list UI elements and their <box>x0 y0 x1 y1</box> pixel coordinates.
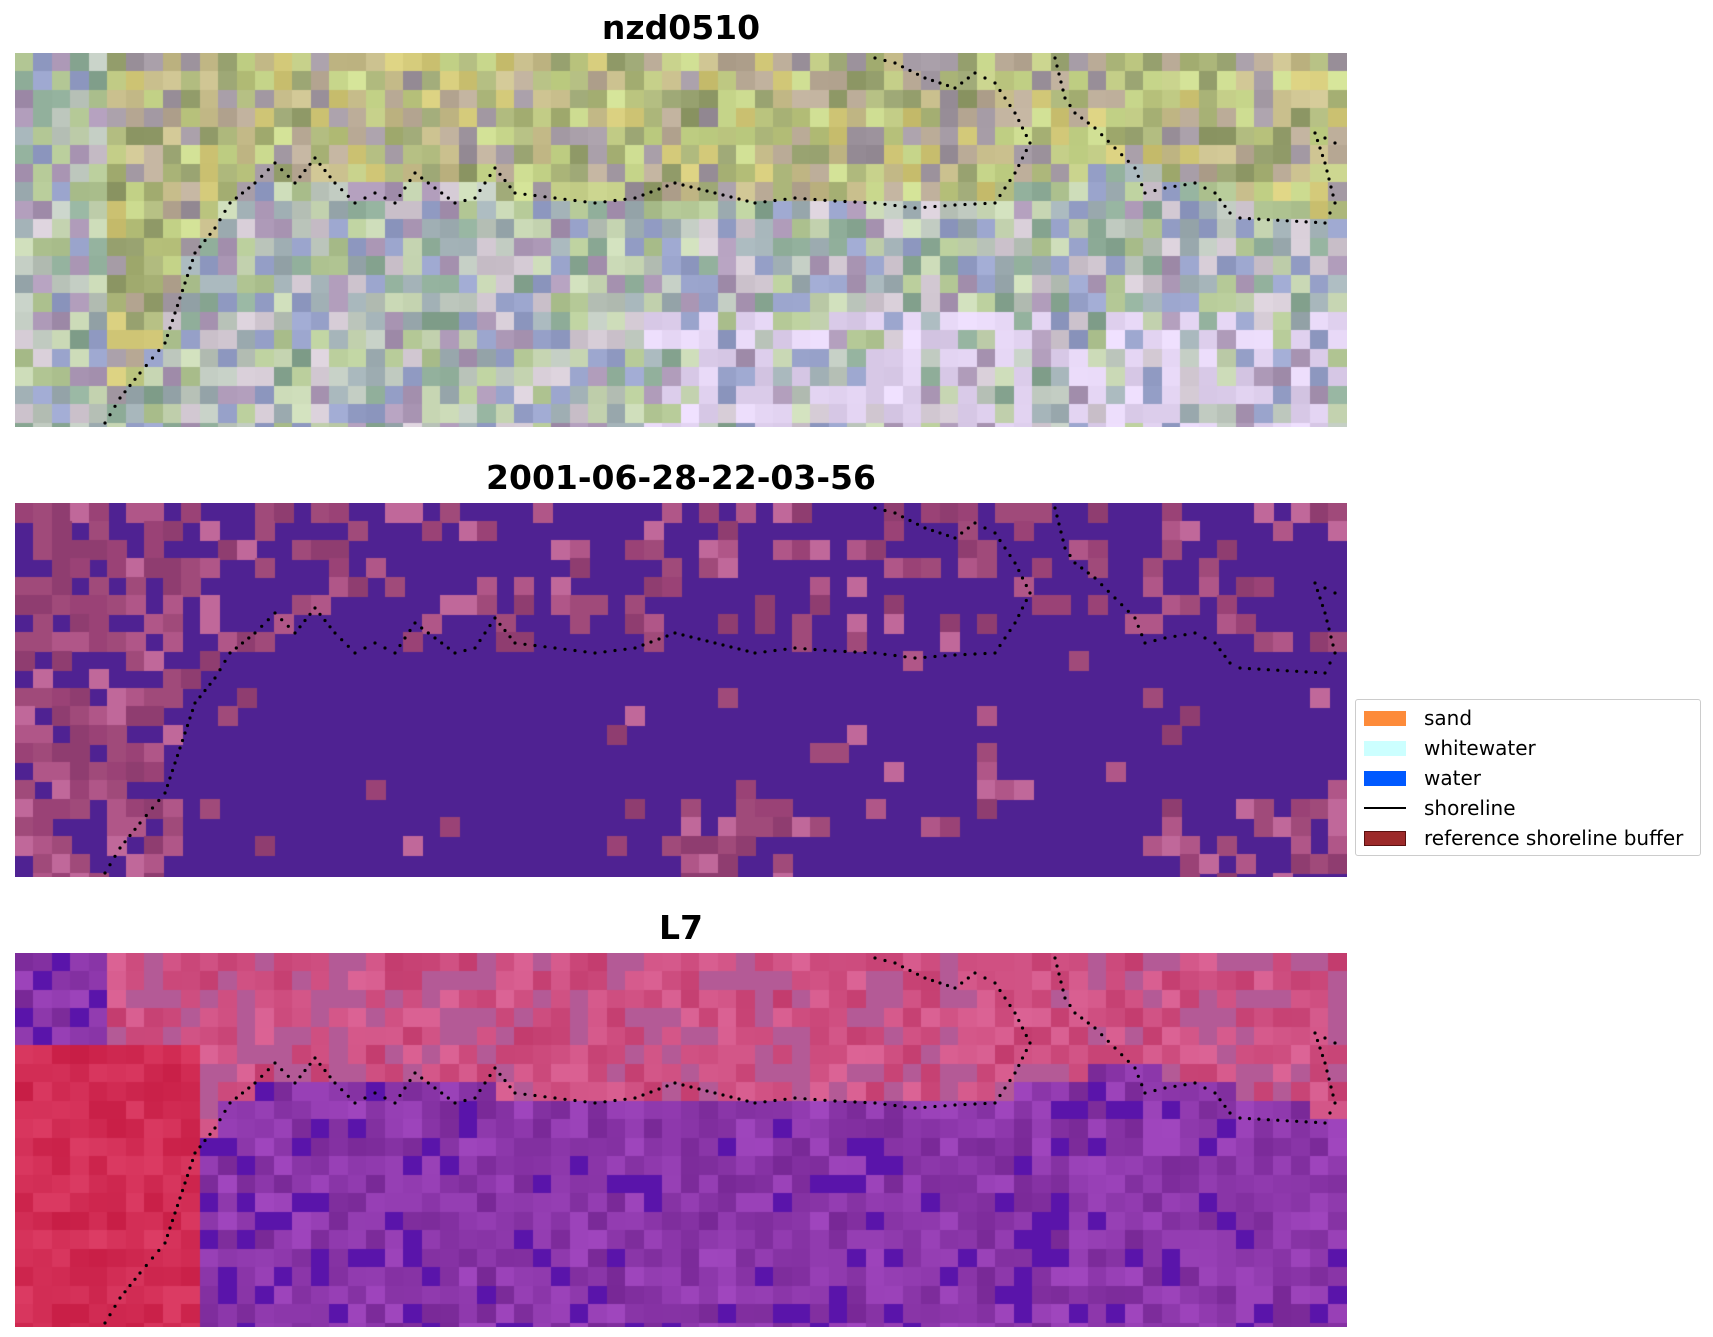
legend-item-whitewater: whitewater <box>1364 736 1536 760</box>
legend-item-water: water <box>1364 766 1481 790</box>
legend-swatch-reference-buffer <box>1364 830 1406 846</box>
satellite-image-rgb <box>15 53 1347 427</box>
legend-swatch-whitewater <box>1364 740 1406 756</box>
satellite-image-false-color <box>15 953 1347 1327</box>
legend-item-sand: sand <box>1364 706 1472 730</box>
legend-swatch-water <box>1364 770 1406 786</box>
panel-title-2: 2001-06-28-22-03-56 <box>486 458 876 497</box>
legend-label-shoreline: shoreline <box>1424 796 1516 820</box>
legend-label-water: water <box>1424 766 1481 790</box>
legend-label-reference-buffer: reference shoreline buffer <box>1424 826 1684 850</box>
panel-title-1: nzd0510 <box>601 8 761 47</box>
legend-item-reference-buffer: reference shoreline buffer <box>1364 826 1683 850</box>
legend: sand whitewater water shoreline referenc… <box>1355 699 1701 856</box>
legend-swatch-sand <box>1364 710 1406 726</box>
legend-label-sand: sand <box>1424 706 1473 730</box>
classified-image <box>15 503 1347 877</box>
legend-line-shoreline <box>1364 807 1406 809</box>
legend-label-whitewater: whitewater <box>1424 736 1536 760</box>
panel-title-3: L7 <box>659 908 703 947</box>
legend-item-shoreline: shoreline <box>1364 796 1516 820</box>
